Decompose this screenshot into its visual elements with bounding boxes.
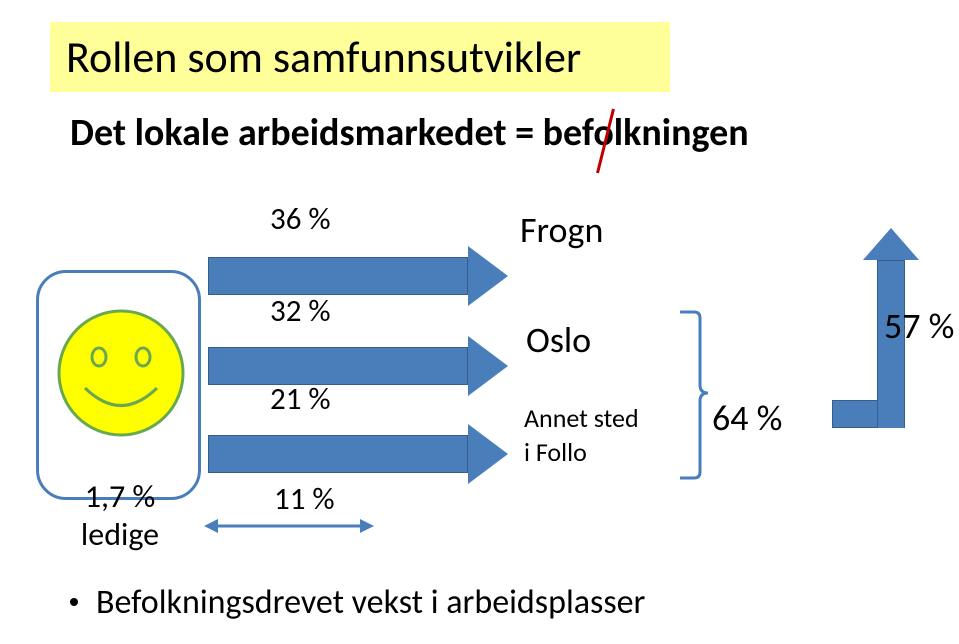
unemployed-label: 1,7 % ledige bbox=[40, 478, 200, 555]
pct-frogn: 36 % bbox=[270, 200, 331, 238]
double-arrow-icon bbox=[204, 514, 374, 538]
dest-ifollo: i Follo bbox=[524, 438, 587, 467]
pct-oslo: 32 % bbox=[270, 292, 331, 330]
arrow-to-oslo bbox=[208, 336, 508, 396]
population-box bbox=[36, 270, 201, 500]
pct-annet: 21 % bbox=[270, 380, 331, 418]
smiley-face-icon bbox=[41, 293, 201, 453]
dest-frogn: Frogn bbox=[520, 208, 603, 252]
subtitle: Det lokale arbeidsmarkedet = befolkninge… bbox=[70, 110, 749, 156]
arrow-to-frogn bbox=[208, 246, 508, 306]
pct-eleven: 11 % bbox=[274, 480, 335, 518]
dest-annet: Annet sted bbox=[524, 404, 639, 433]
bullet-text: Befolkningsdrevet vekst i arbeidsplasser bbox=[96, 582, 645, 623]
pct-64: 64 % bbox=[712, 396, 782, 440]
slide-title: Rollen som samfunnsutvikler bbox=[66, 30, 581, 84]
arrow-to-annet bbox=[208, 424, 508, 484]
unemployed-pct: 1,7 % bbox=[85, 477, 156, 516]
bullet-dot-icon bbox=[70, 598, 78, 606]
bracket-icon bbox=[678, 308, 712, 486]
pct-57: 57 % bbox=[884, 304, 954, 348]
title-highlight-box: Rollen som samfunnsutvikler bbox=[50, 22, 670, 92]
bullet-item: Befolkningsdrevet vekst i arbeidsplasser bbox=[70, 582, 645, 623]
unemployed-word: ledige bbox=[81, 515, 159, 554]
dest-oslo: Oslo bbox=[526, 318, 591, 362]
